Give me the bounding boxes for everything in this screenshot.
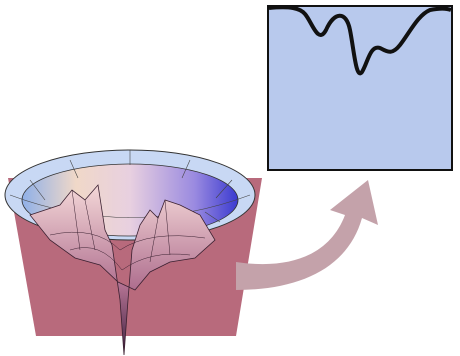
output-box xyxy=(268,6,452,170)
page xyxy=(0,0,460,356)
diagram xyxy=(0,0,460,356)
